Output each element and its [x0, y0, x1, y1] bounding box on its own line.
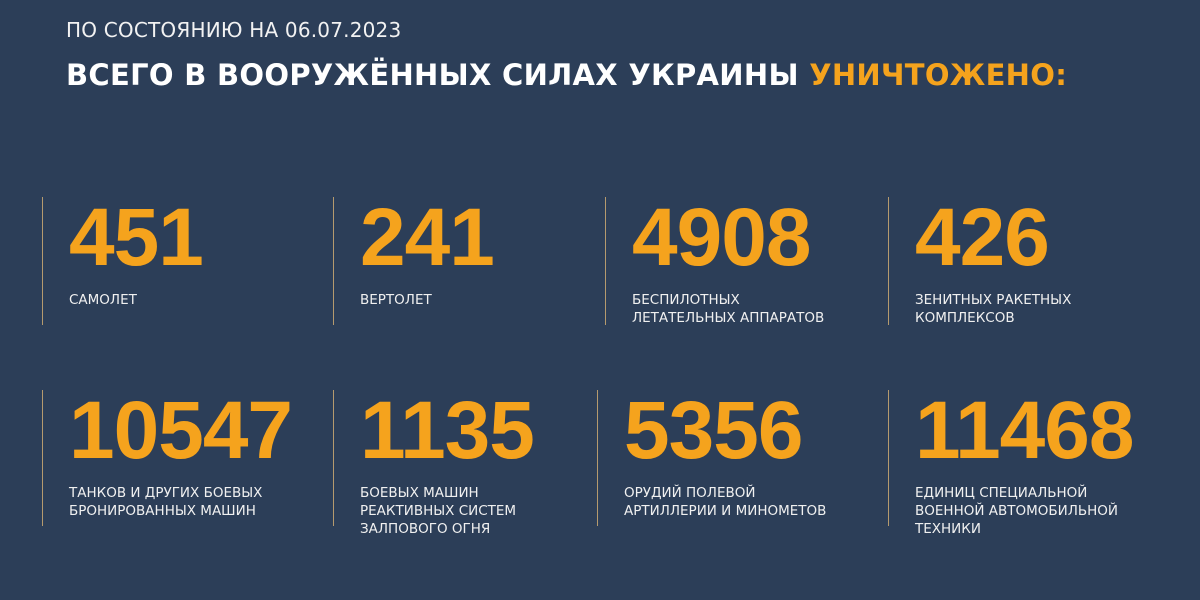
stat-label: БОЕВЫХ МАШИН РЕАКТИВНЫХ СИСТЕМ ЗАЛПОВОГО… [360, 485, 517, 537]
title-accent: УНИЧТОЖЕНО: [809, 58, 1068, 92]
stat-value: 426 [915, 192, 1050, 283]
title-main: ВСЕГО В ВООРУЖЁННЫХ СИЛАХ УКРАИНЫ [66, 58, 799, 92]
stat-mlrs: 1135 БОЕВЫХ МАШИН РЕАКТИВНЫХ СИСТЕМ ЗАЛП… [333, 385, 535, 537]
stat-value: 10547 [69, 385, 293, 476]
stat-label: САМОЛЕТ [69, 292, 137, 308]
stat-vehicles: 11468 ЕДИНИЦ СПЕЦИАЛЬНОЙ ВОЕННОЙ АВТОМОБ… [888, 385, 1134, 537]
stat-aircraft: 451 САМОЛЕТ [42, 192, 204, 325]
stat-value: 4908 [632, 192, 811, 283]
stat-label: ОРУДИЙ ПОЛЕВОЙ АРТИЛЛЕРИИ И МИНОМЕТОВ [624, 485, 827, 519]
stat-label: ЕДИНИЦ СПЕЦИАЛЬНОЙ ВОЕННОЙ АВТОМОБИЛЬНОЙ… [915, 485, 1119, 537]
stat-value: 11468 [915, 385, 1134, 476]
stat-helicopters: 241 ВЕРТОЛЕТ [333, 192, 495, 325]
stat-value: 241 [360, 192, 495, 283]
stat-sam: 426 ЗЕНИТНЫХ РАКЕТНЫХ КОМПЛЕКСОВ [888, 192, 1072, 326]
stat-label: ТАНКОВ И ДРУГИХ БОЕВЫХ БРОНИРОВАННЫХ МАШ… [69, 485, 263, 519]
stat-value: 1135 [360, 385, 535, 476]
date-line: ПО СОСТОЯНИЮ НА 06.07.2023 [66, 18, 402, 42]
stat-uav: 4908 БЕСПИЛОТНЫХ ЛЕТАТЕЛЬНЫХ АППАРАТОВ [605, 192, 825, 326]
stat-tanks: 10547 ТАНКОВ И ДРУГИХ БОЕВЫХ БРОНИРОВАНН… [42, 385, 293, 526]
stat-label: ЗЕНИТНЫХ РАКЕТНЫХ КОМПЛЕКСОВ [915, 292, 1072, 326]
stat-value: 451 [69, 192, 204, 283]
stat-artillery: 5356 ОРУДИЙ ПОЛЕВОЙ АРТИЛЛЕРИИ И МИНОМЕТ… [597, 390, 826, 526]
stat-label: БЕСПИЛОТНЫХ ЛЕТАТЕЛЬНЫХ АППАРАТОВ [632, 292, 825, 326]
stat-label: ВЕРТОЛЕТ [360, 292, 432, 308]
page-title: ВСЕГО В ВООРУЖЁННЫХ СИЛАХ УКРАИНЫ УНИЧТО… [66, 58, 1067, 92]
stat-value: 5356 [624, 385, 803, 476]
